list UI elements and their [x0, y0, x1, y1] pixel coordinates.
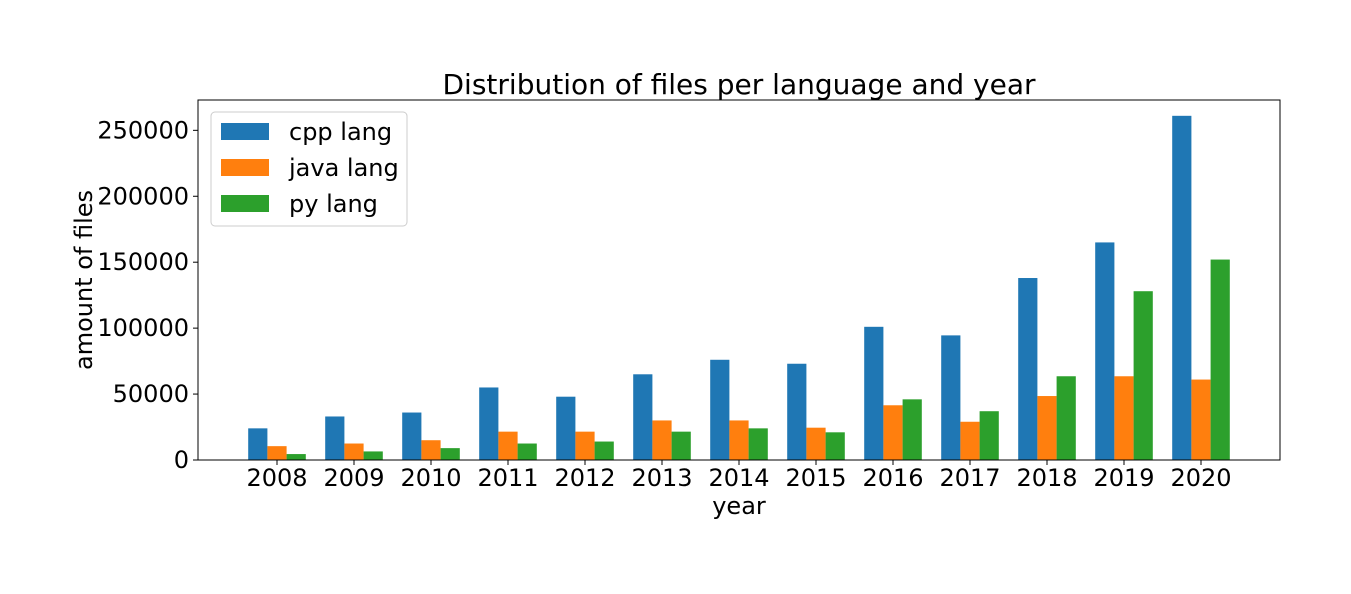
y-tick-label: 200000: [97, 182, 189, 210]
bar-py-lang-2019: [1133, 291, 1153, 460]
x-tick-label: 2011: [477, 464, 538, 492]
bar-py-lang-2020: [1210, 259, 1230, 460]
bar-java-lang-2019: [1114, 376, 1134, 460]
legend: cpp lang java lang py lang: [210, 111, 408, 227]
bar-cpp-lang-2008: [248, 428, 268, 460]
bar-java-lang-2014: [729, 420, 749, 460]
chart-title: Distribution of files per language and y…: [443, 68, 1036, 101]
bar-py-lang-2017: [979, 411, 999, 460]
legend-swatch-java-lang: [221, 159, 269, 176]
bar-java-lang-2018: [1037, 396, 1057, 460]
bar-py-lang-2015: [825, 432, 845, 460]
bar-java-lang-2010: [421, 440, 441, 460]
bar-java-lang-2013: [652, 420, 672, 460]
x-tick-label: 2012: [554, 464, 615, 492]
bar-cpp-lang-2011: [479, 387, 499, 460]
x-tick-label: 2014: [708, 464, 769, 492]
legend-label: java lang: [288, 154, 399, 182]
x-tick-label: 2020: [1170, 464, 1231, 492]
bar-cpp-lang-2010: [402, 412, 422, 460]
y-tick-label: 250000: [97, 116, 189, 144]
legend-label: py lang: [289, 190, 378, 218]
bar-java-lang-2016: [883, 405, 903, 460]
bar-py-lang-2016: [902, 399, 922, 460]
x-tick-label: 2008: [246, 464, 307, 492]
x-tick-label: 2015: [785, 464, 846, 492]
y-tick-label: 150000: [97, 248, 189, 276]
x-tick-label: 2016: [862, 464, 923, 492]
bar-py-lang-2012: [594, 441, 614, 460]
x-tick-label: 2010: [400, 464, 461, 492]
bar-java-lang-2015: [806, 427, 826, 460]
x-tick-label: 2017: [939, 464, 1000, 492]
y-axis-label: amount of files: [70, 190, 98, 370]
bar-cpp-lang-2013: [633, 374, 653, 460]
bar-java-lang-2011: [498, 431, 518, 460]
bar-java-lang-2009: [344, 443, 364, 460]
y-tick-label: 0: [174, 446, 189, 474]
bar-cpp-lang-2012: [556, 396, 576, 460]
bar-py-lang-2009: [363, 451, 383, 460]
bar-cpp-lang-2020: [1172, 115, 1192, 460]
legend-swatch-cpp-lang: [221, 123, 269, 140]
y-tick-label: 100000: [97, 314, 189, 342]
x-tick-label: 2019: [1093, 464, 1154, 492]
x-tick-label: 2018: [1016, 464, 1077, 492]
x-axis-label: year: [712, 492, 766, 520]
bar-py-lang-2011: [517, 443, 537, 460]
bar-py-lang-2018: [1056, 376, 1076, 460]
bar-java-lang-2020: [1191, 379, 1211, 460]
bar-py-lang-2013: [671, 431, 691, 460]
bar-cpp-lang-2009: [325, 416, 345, 460]
bar-cpp-lang-2018: [1018, 278, 1038, 460]
bar-cpp-lang-2016: [864, 326, 884, 460]
legend-label: cpp lang: [289, 118, 392, 146]
legend-swatch-py-lang: [221, 195, 269, 212]
bar-py-lang-2010: [440, 448, 460, 460]
bar-cpp-lang-2015: [787, 363, 807, 460]
x-tick-label: 2013: [631, 464, 692, 492]
bar-cpp-lang-2017: [941, 335, 961, 460]
y-tick-label: 50000: [113, 380, 189, 408]
bar-java-lang-2012: [575, 431, 595, 460]
bar-py-lang-2008: [286, 454, 306, 460]
x-tick-label: 2009: [323, 464, 384, 492]
bar-py-lang-2014: [748, 428, 768, 460]
bar-cpp-lang-2019: [1095, 242, 1115, 460]
plot-area: 2008 2009 2010 2011 2012 2013 2014 2015 2016 2017…: [97, 99, 1281, 492]
bar-java-lang-2017: [960, 421, 980, 460]
bar-cpp-lang-2014: [710, 359, 730, 460]
bar-java-lang-2008: [267, 446, 287, 460]
